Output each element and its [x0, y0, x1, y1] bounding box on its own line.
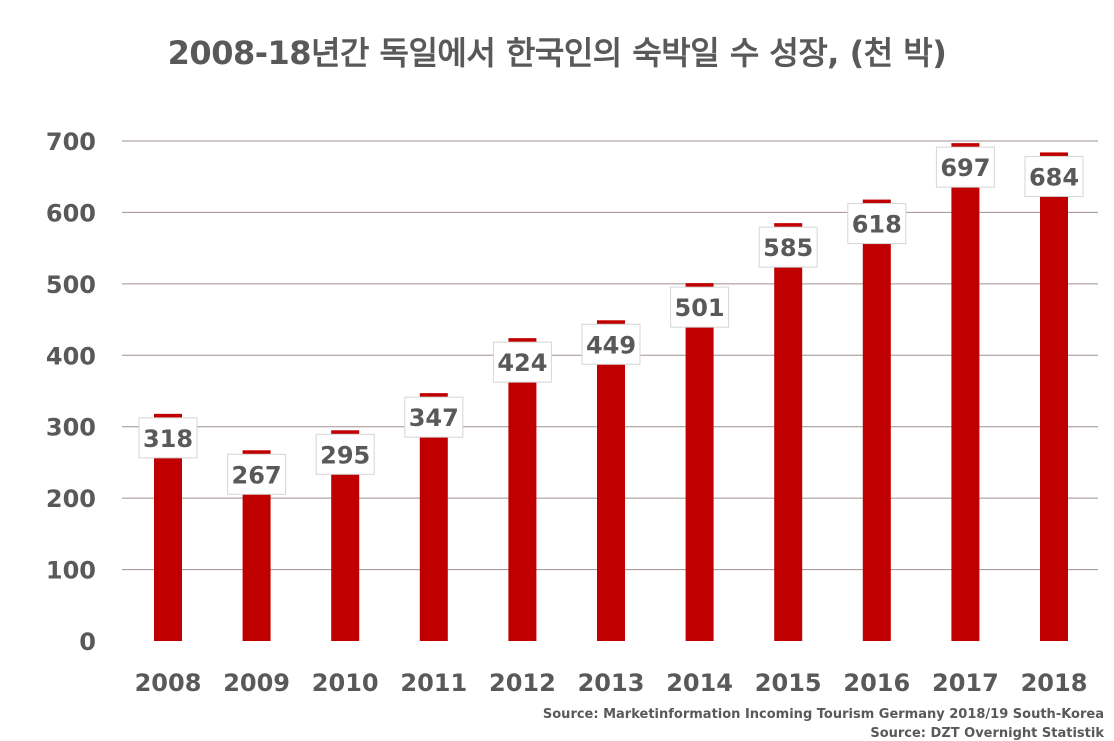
y-tick-label: 200	[46, 485, 96, 513]
data-label-text: 267	[232, 461, 282, 489]
data-label-box	[935, 146, 995, 188]
data-label-box	[670, 286, 730, 328]
data-label-box	[404, 396, 464, 438]
data-label-text: 585	[763, 234, 813, 262]
y-axis-ticks: 0 100 200 300 400 500 600 700	[46, 128, 96, 656]
y-tick-label: 700	[46, 128, 96, 156]
x-tick-label: 2015	[755, 669, 822, 697]
data-label-text: 295	[320, 441, 370, 469]
data-label-box	[315, 433, 375, 475]
y-tick-label: 300	[46, 414, 96, 442]
data-label: 618	[847, 203, 907, 245]
data-label: 295	[315, 433, 375, 475]
x-tick-label: 2013	[578, 669, 645, 697]
data-labels: 318 267 295 347 424 449 501 585 618 697 684	[138, 146, 1084, 495]
x-tick-label: 2014	[666, 669, 733, 697]
data-label: 318	[138, 417, 198, 459]
data-label-box	[492, 341, 552, 383]
data-label: 424	[492, 341, 552, 383]
y-tick-label: 0	[79, 628, 96, 656]
data-label-box	[138, 417, 198, 459]
data-label-box	[1024, 155, 1084, 197]
data-label-box	[227, 453, 287, 495]
data-label-text: 424	[497, 349, 547, 377]
bar	[774, 223, 803, 641]
bar	[685, 283, 714, 641]
data-label: 684	[1024, 155, 1084, 197]
bars	[154, 143, 1068, 642]
data-label: 449	[581, 323, 641, 365]
data-label-text: 684	[1029, 163, 1079, 191]
y-tick-label: 600	[46, 199, 96, 227]
data-label: 585	[758, 226, 818, 268]
y-tick-label: 500	[46, 271, 96, 299]
bar	[1040, 152, 1068, 641]
data-label: 347	[404, 396, 464, 438]
x-tick-label: 2018	[1021, 669, 1088, 697]
source-note-2: Source: DZT Overnight Statistik	[870, 726, 1104, 741]
data-label-box	[758, 226, 818, 268]
x-tick-label: 2011	[400, 669, 467, 697]
data-label-text: 347	[409, 404, 459, 432]
x-tick-label: 2016	[843, 669, 910, 697]
x-tick-label: 2012	[489, 669, 556, 697]
x-tick-label: 2017	[932, 669, 999, 697]
bar	[862, 199, 891, 642]
data-label-text: 449	[586, 331, 636, 359]
y-tick-label: 400	[46, 342, 96, 370]
source-note-1: Source: Marketinformation Incoming Touri…	[542, 707, 1104, 722]
x-axis-ticks: 2008 2009 2010 2011 2012 2013 2014 2015 2016 2017…	[135, 669, 1088, 697]
bar	[951, 143, 980, 641]
data-label: 267	[227, 453, 287, 495]
chart-title: 2008-18년간 독일에서 한국인의 숙박일 수 성장, (천 박)	[167, 34, 947, 72]
x-tick-label: 2008	[135, 669, 202, 697]
data-label: 501	[670, 286, 730, 328]
y-tick-label: 100	[46, 557, 96, 585]
x-tick-label: 2009	[223, 669, 290, 697]
data-label-text: 501	[675, 294, 725, 322]
bar	[597, 320, 625, 641]
data-label: 697	[935, 146, 995, 188]
data-label-box	[847, 203, 907, 245]
data-label-text: 618	[852, 211, 902, 239]
x-tick-label: 2010	[312, 669, 379, 697]
bar	[508, 338, 537, 641]
data-label-text: 318	[143, 425, 193, 453]
data-label-text: 697	[940, 154, 990, 182]
data-label-box	[581, 323, 641, 365]
